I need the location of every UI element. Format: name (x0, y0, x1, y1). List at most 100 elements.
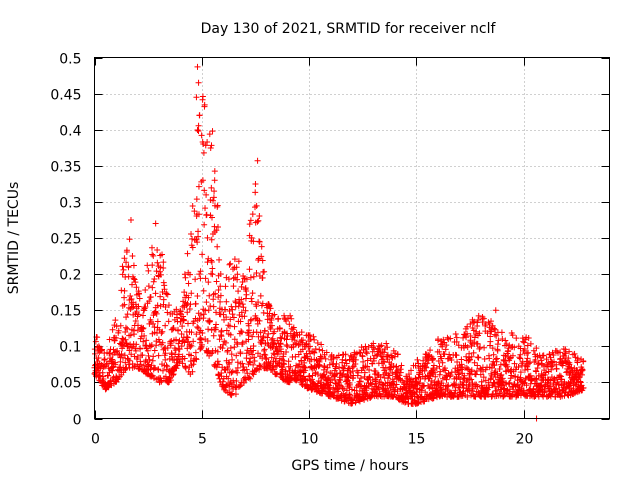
data-point (160, 296, 167, 303)
data-point (117, 358, 124, 365)
data-point (392, 350, 399, 357)
data-point (210, 303, 217, 310)
data-point (464, 330, 471, 337)
data-point (164, 345, 171, 352)
data-point (503, 341, 510, 348)
data-point (193, 331, 200, 338)
y-tick-label: 0.3 (59, 196, 81, 212)
data-point (547, 383, 554, 390)
data-point (182, 274, 189, 281)
data-point (94, 364, 101, 371)
data-point (498, 371, 505, 378)
data-point (258, 253, 265, 260)
data-point (486, 355, 493, 362)
data-point (295, 364, 302, 371)
data-point (270, 366, 277, 373)
data-point (337, 377, 344, 384)
data-point (492, 374, 499, 381)
data-point (157, 264, 164, 271)
data-point (207, 145, 214, 152)
data-point (504, 387, 511, 394)
data-point (200, 140, 207, 147)
data-point (235, 288, 242, 295)
data-point (468, 353, 475, 360)
data-point (253, 303, 260, 310)
data-point (203, 211, 210, 218)
data-point (233, 352, 240, 359)
y-tick-label: 0.15 (50, 304, 81, 320)
data-point (204, 337, 211, 344)
data-point (222, 283, 229, 290)
data-point (119, 341, 126, 348)
data-point (195, 233, 202, 240)
data-point (473, 367, 480, 374)
data-point (579, 366, 586, 373)
data-point (558, 373, 565, 380)
data-point (258, 243, 265, 250)
data-point (188, 352, 195, 359)
data-point (155, 366, 162, 373)
data-point (198, 132, 205, 139)
data-point (474, 383, 481, 390)
data-point (196, 315, 203, 322)
data-point (121, 287, 128, 294)
data-point (106, 350, 113, 357)
data-point (565, 355, 572, 362)
data-point (266, 310, 273, 317)
data-point (467, 320, 474, 327)
data-point (285, 358, 292, 365)
data-point (198, 341, 205, 348)
data-point (181, 355, 188, 362)
data-point (108, 382, 115, 389)
data-point (198, 336, 205, 343)
data-point (194, 323, 201, 330)
data-point (236, 383, 243, 390)
data-point (262, 352, 269, 359)
data-point (135, 322, 142, 329)
data-point (333, 360, 340, 367)
data-point (566, 359, 573, 366)
data-point (250, 371, 257, 378)
data-point (197, 268, 204, 275)
data-point (495, 337, 502, 344)
data-point (267, 305, 274, 312)
data-point (335, 388, 342, 395)
data-point (123, 314, 130, 321)
data-point (129, 253, 136, 260)
data-point (483, 385, 490, 392)
data-point (159, 328, 166, 335)
data-point (240, 304, 247, 311)
data-point (251, 357, 258, 364)
data-point (238, 283, 245, 290)
data-point (538, 357, 545, 364)
data-point (356, 349, 363, 356)
data-point (454, 359, 461, 365)
data-point (185, 294, 192, 301)
data-point (239, 279, 246, 286)
data-point (181, 271, 188, 278)
data-point (121, 255, 128, 262)
data-point (393, 363, 400, 370)
data-point (236, 300, 243, 307)
data-point (150, 278, 157, 285)
data-point (256, 212, 263, 219)
data-point (443, 342, 450, 349)
data-point (131, 331, 138, 338)
data-point (151, 276, 158, 283)
data-point (533, 368, 540, 375)
data-point (121, 352, 128, 359)
data-point (361, 396, 368, 403)
data-point (148, 244, 155, 251)
data-point (304, 353, 311, 360)
data-point (438, 355, 445, 362)
data-point (194, 292, 201, 299)
data-point (153, 268, 160, 275)
data-point (540, 352, 547, 359)
data-point (139, 352, 146, 359)
data-point (477, 365, 484, 372)
data-point (557, 349, 564, 356)
notable-data-point (127, 216, 134, 223)
data-point (394, 351, 401, 358)
data-point (224, 365, 231, 372)
data-point (519, 359, 526, 366)
